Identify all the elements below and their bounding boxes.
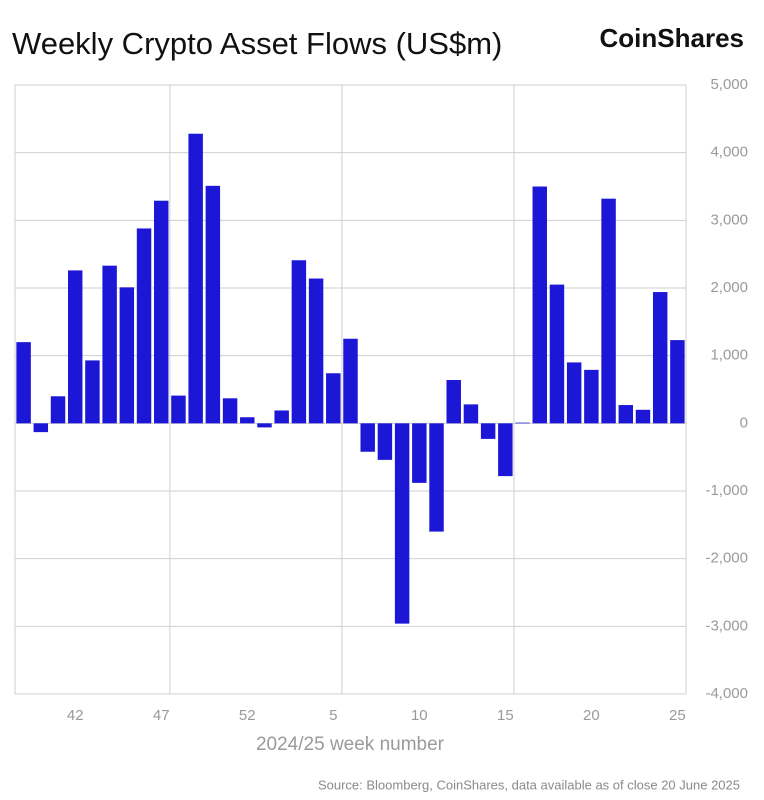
y-tick-label: -3,000 <box>705 617 748 634</box>
bar <box>33 423 49 433</box>
y-tick-label: 1,000 <box>710 347 748 364</box>
x-tick-label: 20 <box>583 707 600 724</box>
bar <box>222 398 238 424</box>
x-tick-label: 15 <box>497 707 514 724</box>
bar <box>412 423 427 483</box>
bar <box>480 423 496 439</box>
bar <box>635 409 651 424</box>
y-tick-label: 3,000 <box>710 211 748 228</box>
y-tick-label: 2,000 <box>710 279 748 296</box>
y-tick-label: -1,000 <box>705 482 748 499</box>
x-tick-label: 47 <box>153 707 170 724</box>
x-tick-label: 25 <box>669 707 686 724</box>
source-note: Source: Bloomberg, CoinShares, data avai… <box>318 777 740 792</box>
x-tick-label: 5 <box>329 707 337 724</box>
bar <box>16 342 31 424</box>
bar <box>515 422 530 424</box>
y-tick-label: 4,000 <box>710 144 748 161</box>
bar <box>343 338 358 424</box>
bar <box>463 404 479 424</box>
bar <box>240 417 255 424</box>
y-tick-label: 0 <box>740 414 748 431</box>
bar <box>601 198 616 424</box>
x-axis-label: 2024/25 week number <box>256 734 445 755</box>
bar <box>360 423 375 452</box>
bar <box>549 284 565 424</box>
bar <box>102 265 117 424</box>
chart-title: Weekly Crypto Asset Flows (US$m) <box>12 26 502 61</box>
y-tick-label: -2,000 <box>705 550 748 567</box>
bar <box>291 260 307 424</box>
bar <box>274 410 289 424</box>
bar <box>205 185 221 424</box>
bar <box>188 133 203 424</box>
x-tick-label: 52 <box>239 707 256 724</box>
bar <box>429 423 444 532</box>
bar <box>85 360 100 424</box>
bar <box>257 423 272 428</box>
bar <box>532 186 547 424</box>
bar <box>584 369 599 424</box>
y-tick-label: 5,000 <box>710 76 748 93</box>
bar <box>171 395 186 424</box>
bar <box>50 396 66 424</box>
x-tick-label: 10 <box>411 707 428 724</box>
bar <box>136 228 152 424</box>
bar <box>566 362 582 424</box>
bar <box>67 270 83 424</box>
bar <box>618 405 634 424</box>
bar <box>154 200 169 424</box>
bar <box>326 373 341 424</box>
bar <box>670 340 685 424</box>
bar <box>308 278 324 424</box>
bar <box>652 292 668 424</box>
bar <box>377 423 393 460</box>
brand-logo: CoinShares <box>600 23 745 53</box>
bar <box>446 380 461 424</box>
y-tick-label: -4,000 <box>705 685 748 702</box>
bar <box>394 423 410 624</box>
x-tick-label: 42 <box>67 707 84 724</box>
bar <box>119 287 135 424</box>
bar <box>498 423 513 477</box>
